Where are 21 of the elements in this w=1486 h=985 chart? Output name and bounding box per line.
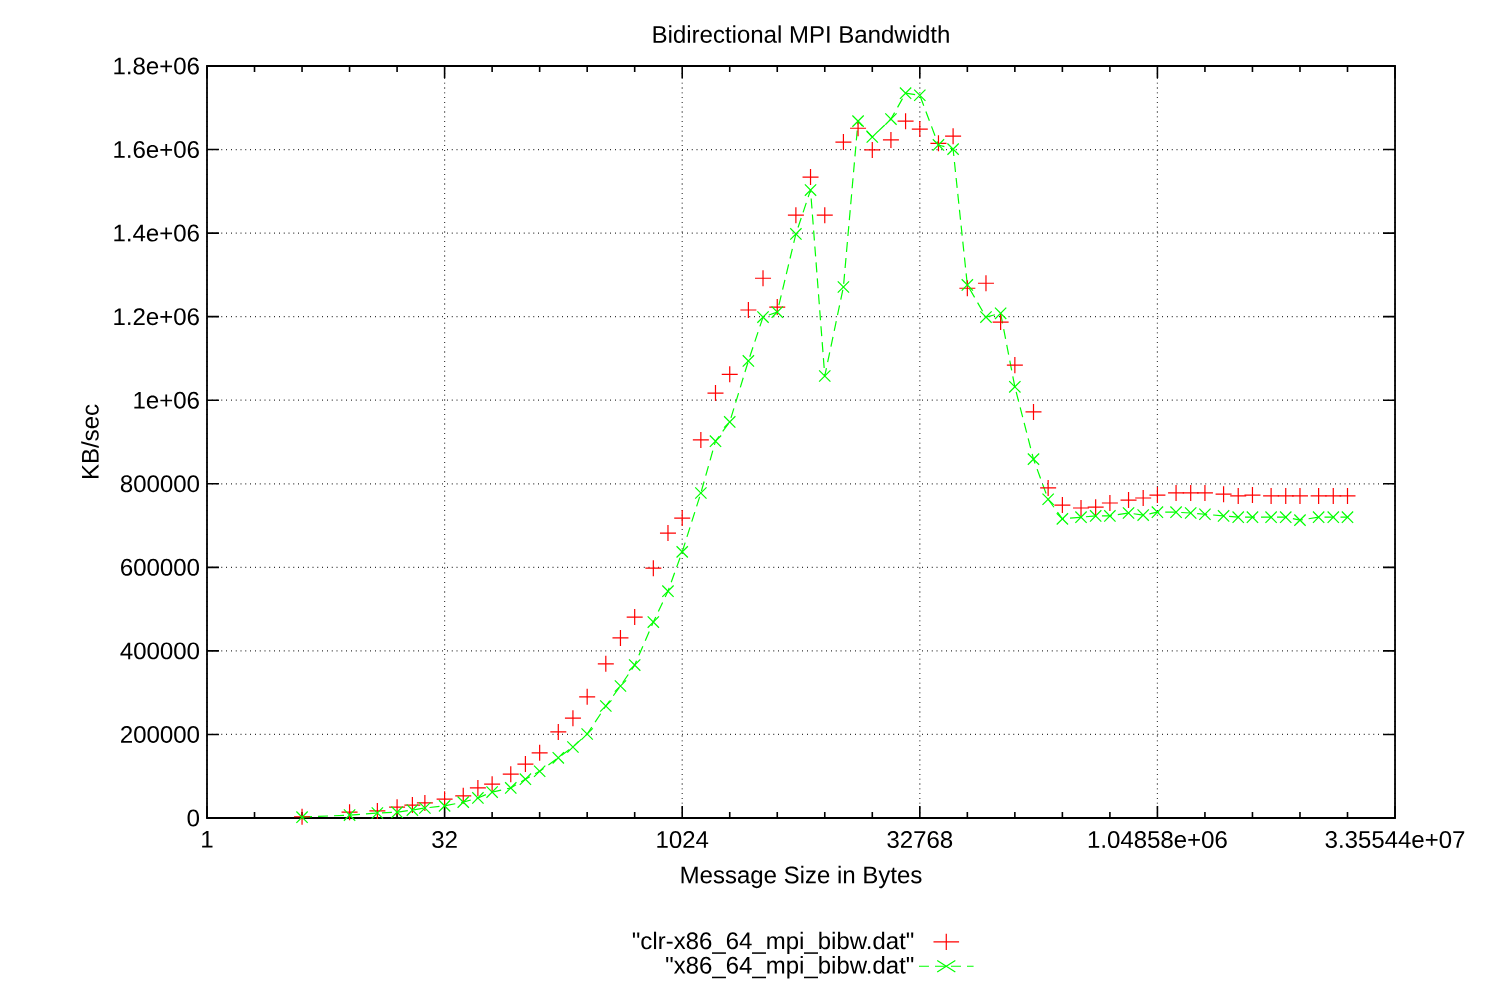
y-axis-title: KB/sec — [81, 404, 99, 479]
y-tick-label: 1e+06 — [134, 391, 199, 409]
chart-title: Bidirectional MPI Bandwidth — [653, 25, 949, 43]
x-tick-label: 1024 — [657, 831, 709, 849]
y-tick-label: 1.2e+06 — [114, 308, 199, 326]
y-tick-label: 800000 — [120, 475, 199, 493]
y-tick-label: 0 — [187, 809, 200, 827]
y-tick-label: 600000 — [121, 558, 199, 576]
x-tick-label: 32 — [432, 831, 457, 849]
x-axis-title: Message Size in Bytes — [681, 865, 922, 889]
y-tick-label: 1.4e+06 — [114, 224, 199, 242]
y-tick-label: 1.6e+06 — [114, 141, 199, 159]
y-tick-label: 400000 — [120, 642, 199, 660]
x-tick-label: 32768 — [887, 831, 953, 849]
x-tick-label: 1.04858e+06 — [1088, 831, 1227, 849]
x-tick-label: 3.35544e+07 — [1325, 831, 1465, 849]
y-tick-label: 200000 — [121, 725, 199, 743]
legend-label: "clr-x86_64_mpi_bibw.dat" — [632, 931, 914, 955]
x-tick-label: 1 — [202, 831, 213, 848]
legend-label: "x86_64_mpi_bibw.dat" — [666, 956, 914, 979]
y-tick-label: 1.8e+06 — [114, 57, 199, 75]
